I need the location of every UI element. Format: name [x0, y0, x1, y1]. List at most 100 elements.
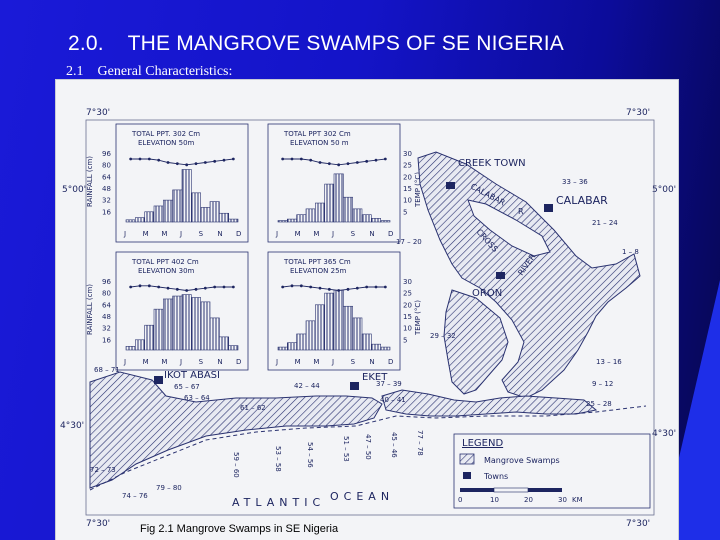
- climograph-ppt: TOTAL PPT 402 Cm: [131, 258, 199, 266]
- legend-mangrove-swatch: [459, 453, 475, 465]
- temperature-tick-label: 30: [403, 278, 412, 286]
- rainfall-bar: [125, 219, 136, 223]
- temperature-point: [175, 287, 179, 291]
- temperature-point: [185, 163, 189, 167]
- legend-town-swatch: [463, 472, 471, 479]
- mangrove-oron-peninsula: [443, 289, 509, 395]
- month-label: J: [123, 230, 126, 238]
- temperature-point: [222, 285, 226, 289]
- range-label: 65 – 67: [174, 383, 200, 391]
- rainfall-bar: [163, 199, 173, 223]
- temperature-axis-label: TEMP (°C): [414, 172, 422, 208]
- month-label: N: [217, 358, 222, 366]
- scale-segment: [528, 488, 562, 492]
- legend-scale-bar: 0 10 20 30 KM: [458, 487, 583, 504]
- label-calabar: CALABAR: [556, 194, 608, 207]
- temperature-point: [213, 159, 217, 163]
- rainfall-bar: [296, 214, 307, 223]
- range-label: 40 – 41: [380, 396, 406, 404]
- coord-lon-top-right: 7°30': [626, 108, 650, 118]
- rainfall-bar: [333, 173, 344, 223]
- climograph-elevation: ELEVATION 50 m: [290, 139, 349, 147]
- scale-segment: [460, 488, 494, 492]
- scale-tick-label: 20: [524, 496, 533, 504]
- rainfall-bar: [191, 297, 201, 351]
- rainfall-bar: [153, 308, 164, 351]
- temperature-point: [337, 289, 341, 292]
- rainfall-tick-label: 32: [102, 325, 111, 333]
- rainfall-bar: [305, 320, 316, 351]
- coord-lat-left-upper: 5°00': [62, 185, 86, 195]
- month-label: M: [313, 230, 319, 238]
- temperature-point: [318, 286, 322, 290]
- month-label: J: [123, 358, 126, 366]
- figure-caption: Fig 2.1 Mangrove Swamps in SE Nigeria: [140, 523, 339, 535]
- rainfall-bar: [287, 218, 297, 223]
- temperature-point: [365, 159, 369, 163]
- climograph-ppt: TOTAL PPT 365 Cm: [283, 258, 351, 266]
- month-label: J: [179, 358, 182, 366]
- temperature-line: [130, 285, 234, 291]
- town-creek-town-marker: [446, 182, 455, 189]
- temperature-line: [282, 285, 386, 291]
- temperature-point: [346, 162, 350, 166]
- range-label: 77 – 78: [416, 430, 424, 456]
- range-label: 17 – 20: [396, 238, 422, 246]
- rainfall-bar: [277, 346, 288, 351]
- temperature-point: [327, 162, 331, 166]
- town-ikot-abasi-marker: [154, 376, 163, 384]
- temperature-tick-label: 15: [403, 313, 412, 321]
- climograph-ppt: TOTAL PPT 302 Cm: [283, 130, 351, 138]
- range-label: 53 – 58: [274, 446, 282, 472]
- temperature-point: [222, 158, 226, 162]
- month-label: S: [199, 230, 204, 238]
- month-label: M: [143, 358, 149, 366]
- climograph-frame: [267, 251, 401, 371]
- coord-lat-left-lower: 4°30': [60, 421, 84, 431]
- temperature-point: [281, 157, 285, 161]
- month-label: S: [351, 230, 356, 238]
- month-label: M: [295, 358, 301, 366]
- town-calabar-marker: [544, 204, 553, 212]
- rainfall-bar: [228, 345, 239, 351]
- temperature-axis-label: TEMP (°C): [414, 300, 422, 336]
- range-label: 13 – 16: [596, 358, 622, 366]
- month-label: J: [275, 358, 278, 366]
- range-label: 37 – 39: [376, 380, 402, 388]
- month-label: M: [161, 230, 167, 238]
- rainfall-bar: [371, 343, 381, 351]
- rainfall-bar: [181, 169, 192, 223]
- coord-lat-right-upper: 5°00': [652, 185, 676, 195]
- temperature-tick-label: 5: [403, 208, 407, 216]
- range-label: 59 – 60: [232, 452, 240, 478]
- month-label: S: [199, 358, 204, 366]
- legend-title: LEGEND: [462, 438, 503, 449]
- rainfall-bar: [219, 336, 229, 351]
- temperature-tick-label: 10: [403, 325, 412, 333]
- rainfall-bar: [324, 183, 335, 223]
- temperature-point: [365, 285, 369, 289]
- range-label: 74 – 76: [122, 492, 148, 500]
- range-label: 79 – 80: [156, 484, 182, 492]
- temperature-point: [299, 284, 303, 288]
- rainfall-axis-label: RAINFALL (cm): [86, 284, 94, 335]
- rainfall-bar: [144, 324, 155, 351]
- month-label: D: [388, 230, 393, 238]
- temperature-point: [194, 287, 198, 291]
- range-label: 61 – 62: [240, 404, 266, 412]
- range-label: 45 – 46: [390, 432, 398, 458]
- rainfall-bar: [380, 220, 391, 223]
- temperature-tick-label: 15: [403, 185, 412, 193]
- range-label: 1 – 8: [622, 248, 639, 256]
- month-label: D: [236, 358, 241, 366]
- temperature-point: [231, 285, 235, 289]
- rainfall-bar: [277, 220, 288, 223]
- temperature-point: [299, 157, 303, 161]
- rainfall-bar: [219, 212, 229, 223]
- label-river-r: R: [518, 207, 524, 216]
- temperature-point: [374, 158, 378, 162]
- rainfall-tick-label: 16: [102, 336, 111, 344]
